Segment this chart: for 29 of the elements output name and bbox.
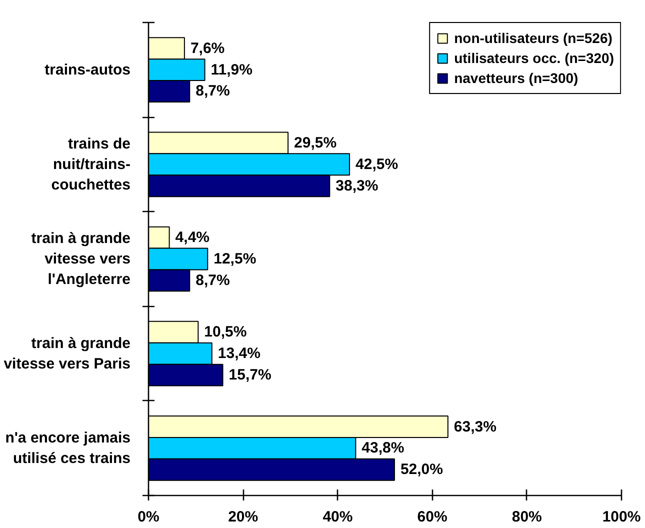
y-tick-label: trains-autos [44,61,131,78]
x-tick-label: 20% [228,508,258,526]
data-label: 15,7% [228,366,272,384]
x-tick-label: 0% [138,508,160,526]
x-tick-label: 100% [602,508,641,526]
data-label: 52,0% [400,461,444,478]
data-label: 11,9% [210,61,253,78]
data-label: 8,7% [196,272,230,289]
data-label: 43,8% [362,440,404,457]
data-label: 38,3% [336,177,378,194]
data-label: 12,5% [214,250,256,268]
y-tick-label: n'a encore jamais utilisé ces trains [5,430,131,467]
legend-label: navetteurs (n=300) [454,69,578,87]
data-label: 29,5% [294,134,337,152]
x-tick-label: 80% [512,508,542,526]
legend-label: utilisateurs occ. (n=320) [454,49,614,67]
legend-label: non-utilisateurs (n=526) [454,29,612,47]
data-label: 10,5% [204,324,247,341]
y-tick-label: train à grande vitesse vers Paris [4,334,131,372]
data-label: 63,3% [454,418,496,436]
data-label: 42,5% [356,156,398,173]
y-tick-label: train à grande vitesse vers l'Angleterre [31,230,131,288]
data-label: 4,4% [175,229,210,246]
data-label: 8,7% [196,82,230,100]
x-tick-label: 40% [322,508,353,526]
data-label: 7,6% [190,40,225,57]
x-tick-label: 60% [417,508,448,526]
data-label: 13,4% [218,345,260,362]
y-tick-label: trains de nuit/trains- couchettes [51,136,131,194]
